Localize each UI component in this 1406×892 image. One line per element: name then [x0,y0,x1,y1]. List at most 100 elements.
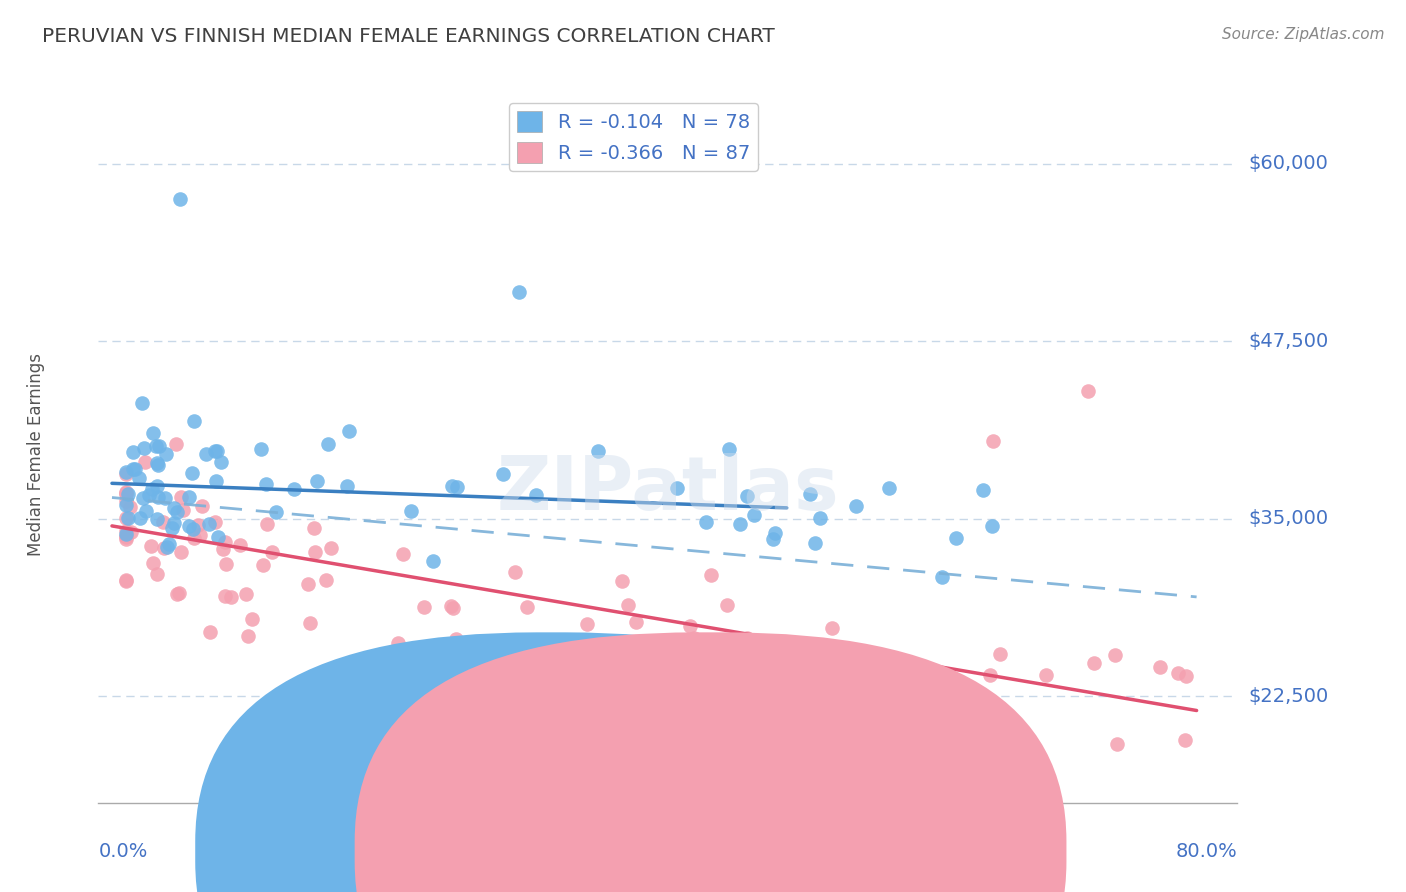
Point [142,556,165,570]
Point [297,577,319,591]
Point [204,443,226,458]
Point [1083,656,1105,670]
Point [191,499,214,513]
Point [399,504,422,518]
Point [1105,737,1128,751]
Point [114,530,136,544]
Text: PERUVIAN VS FINNISH MEDIAN FEMALE EARNINGS CORRELATION CHART: PERUVIAN VS FINNISH MEDIAN FEMALE EARNIN… [42,27,775,45]
Point [124,461,146,475]
Point [298,616,321,631]
Point [181,522,204,536]
Text: ZIPatlas: ZIPatlas [496,453,839,526]
Point [1149,660,1171,674]
Point [229,537,252,551]
Point [194,447,217,461]
Point [153,541,176,555]
Point [302,521,325,535]
FancyBboxPatch shape [195,632,907,892]
Point [180,466,202,480]
Point [659,646,682,660]
Point [114,532,136,546]
Text: Source: ZipAtlas.com: Source: ZipAtlas.com [1222,27,1385,42]
Point [155,491,177,505]
Point [114,524,136,539]
Point [612,574,634,589]
Point [446,480,468,494]
Point [146,479,169,493]
Point [1167,666,1189,681]
Point [122,462,145,476]
Point [979,668,1001,682]
Text: $47,500: $47,500 [1249,332,1329,351]
Point [879,481,901,495]
Point [662,641,685,656]
Point [799,487,821,501]
Point [315,574,337,588]
Point [283,482,305,496]
Point [264,505,287,519]
Point [135,504,157,518]
Point [114,499,136,513]
Point [183,414,205,428]
Point [717,442,740,457]
Point [492,467,515,482]
Text: Peruvians: Peruvians [541,852,636,871]
Point [316,436,339,450]
Point [145,512,167,526]
Point [945,531,967,545]
Point [114,467,136,481]
Point [114,493,136,508]
Point [728,516,751,531]
Point [260,545,283,559]
Text: $35,000: $35,000 [1249,509,1329,528]
Point [160,521,183,535]
Point [198,517,221,532]
Point [336,479,359,493]
Point [250,442,273,457]
Point [198,624,221,639]
Point [392,547,415,561]
Point [695,515,717,529]
Point [524,488,547,502]
Point [716,599,738,613]
Point [156,540,179,554]
Point [166,586,188,600]
Text: Median Female Earnings: Median Female Earnings [27,353,45,557]
Point [117,487,139,501]
Point [152,515,174,529]
Point [120,525,142,540]
Point [988,647,1011,661]
Point [131,396,153,410]
Point [167,585,190,599]
Point [114,527,136,541]
Point [744,508,766,523]
Point [170,545,193,559]
Point [148,439,170,453]
Point [516,599,538,614]
Point [148,490,170,504]
Point [214,535,236,549]
Point [114,511,136,525]
Point [235,587,257,601]
Point [114,574,136,588]
Point [441,601,464,615]
Point [503,566,526,580]
Point [1077,384,1099,398]
Point [155,447,177,461]
Point [172,503,194,517]
Point [170,491,193,505]
Point [141,482,163,496]
Point [523,641,546,656]
Text: $60,000: $60,000 [1249,154,1329,173]
Point [129,511,152,525]
Point [166,505,188,519]
Point [204,515,226,529]
Point [114,487,136,501]
Point [138,488,160,502]
Point [122,445,145,459]
Point [446,632,468,647]
Point [440,599,463,613]
Point [307,474,329,488]
Point [441,478,464,492]
Point [1104,648,1126,662]
